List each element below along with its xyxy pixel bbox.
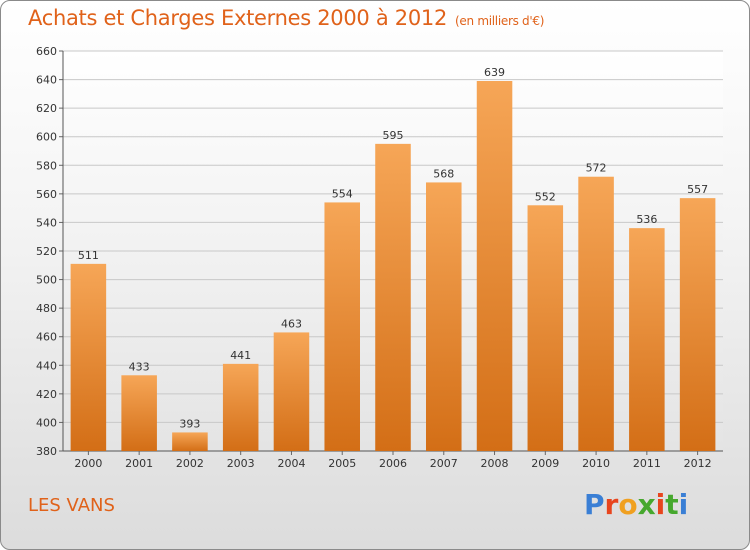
x-tick-label-2002: 2002 [176, 457, 204, 470]
value-label-2003: 441 [230, 349, 251, 362]
proxiti-logo: Proxiti [584, 488, 688, 521]
title-text: Achats et Charges Externes 2000 à 2012 [28, 6, 448, 30]
bar-2001 [121, 375, 157, 451]
value-label-2006: 595 [383, 129, 404, 142]
commune-name: LES VANS [28, 495, 115, 516]
value-label-2001: 433 [129, 360, 150, 373]
y-tick-label: 540 [36, 216, 57, 229]
bar-2010 [578, 176, 614, 451]
y-tick-label: 380 [36, 445, 57, 458]
value-label-2002: 393 [179, 417, 200, 430]
bar-2008 [476, 81, 513, 451]
value-label-2009: 552 [535, 190, 556, 203]
bar-2000 [70, 263, 107, 451]
x-tick-label-2005: 2005 [328, 457, 356, 470]
logo-letter: i [655, 488, 666, 521]
x-tick-label-2004: 2004 [277, 457, 305, 470]
bars [70, 81, 716, 451]
value-label-2010: 572 [586, 162, 607, 175]
y-tick-label: 580 [36, 159, 57, 172]
x-tick-label-2006: 2006 [379, 457, 407, 470]
logo-letter: P [584, 488, 605, 521]
value-label-2012: 557 [687, 183, 708, 196]
chart-subtitle: (en milliers d'€) [455, 14, 545, 28]
y-tick-label: 400 [36, 416, 57, 429]
x-tick-label-2011: 2011 [633, 457, 661, 470]
y-tick-label: 520 [36, 245, 57, 258]
y-tick-label: 620 [36, 102, 57, 115]
logo-letter: r [604, 488, 619, 521]
y-tick-label: 440 [36, 359, 57, 372]
value-label-2008: 639 [484, 66, 505, 79]
logo-letter: x [637, 488, 656, 521]
logo-letter: t [665, 488, 679, 521]
y-tick-label: 640 [36, 74, 57, 87]
y-tick-label: 480 [36, 302, 57, 315]
y-tick-label: 600 [36, 131, 57, 144]
y-tick-label: 560 [36, 188, 57, 201]
x-tick-label-2007: 2007 [430, 457, 458, 470]
x-tick-label-2001: 2001 [125, 457, 153, 470]
logo-letter: i [678, 488, 689, 521]
value-label-2007: 568 [433, 167, 454, 180]
bar-2002 [172, 432, 208, 451]
x-tick-label-2008: 2008 [481, 457, 509, 470]
bar-2012 [679, 198, 716, 451]
value-label-2000: 511 [78, 249, 99, 262]
logo-letter: o [618, 488, 638, 521]
bar-2005 [324, 202, 360, 451]
bar-2009 [527, 205, 564, 451]
bar-2003 [222, 363, 259, 451]
bar-2011 [629, 228, 665, 451]
y-tick-label: 500 [36, 274, 57, 287]
x-tick-label-2009: 2009 [531, 457, 559, 470]
chart-title: Achats et Charges Externes 2000 à 2012 (e… [28, 6, 544, 30]
value-label-2004: 463 [281, 317, 302, 330]
bar-2006 [375, 143, 411, 451]
bar-2004 [273, 332, 310, 451]
x-tick-label-2012: 2012 [684, 457, 712, 470]
x-tick-label-2000: 2000 [74, 457, 102, 470]
y-tick-label: 420 [36, 388, 57, 401]
labels: 380 400 420 440 460 480 500 520 540 560 580 600 620 6… [36, 45, 712, 470]
x-tick-label-2003: 2003 [227, 457, 255, 470]
value-label-2011: 536 [636, 213, 657, 226]
bar-2007 [426, 182, 462, 451]
y-tick-label: 660 [36, 45, 57, 58]
x-tick-label-2010: 2010 [582, 457, 610, 470]
value-label-2005: 554 [332, 187, 353, 200]
y-tick-label: 460 [36, 331, 57, 344]
